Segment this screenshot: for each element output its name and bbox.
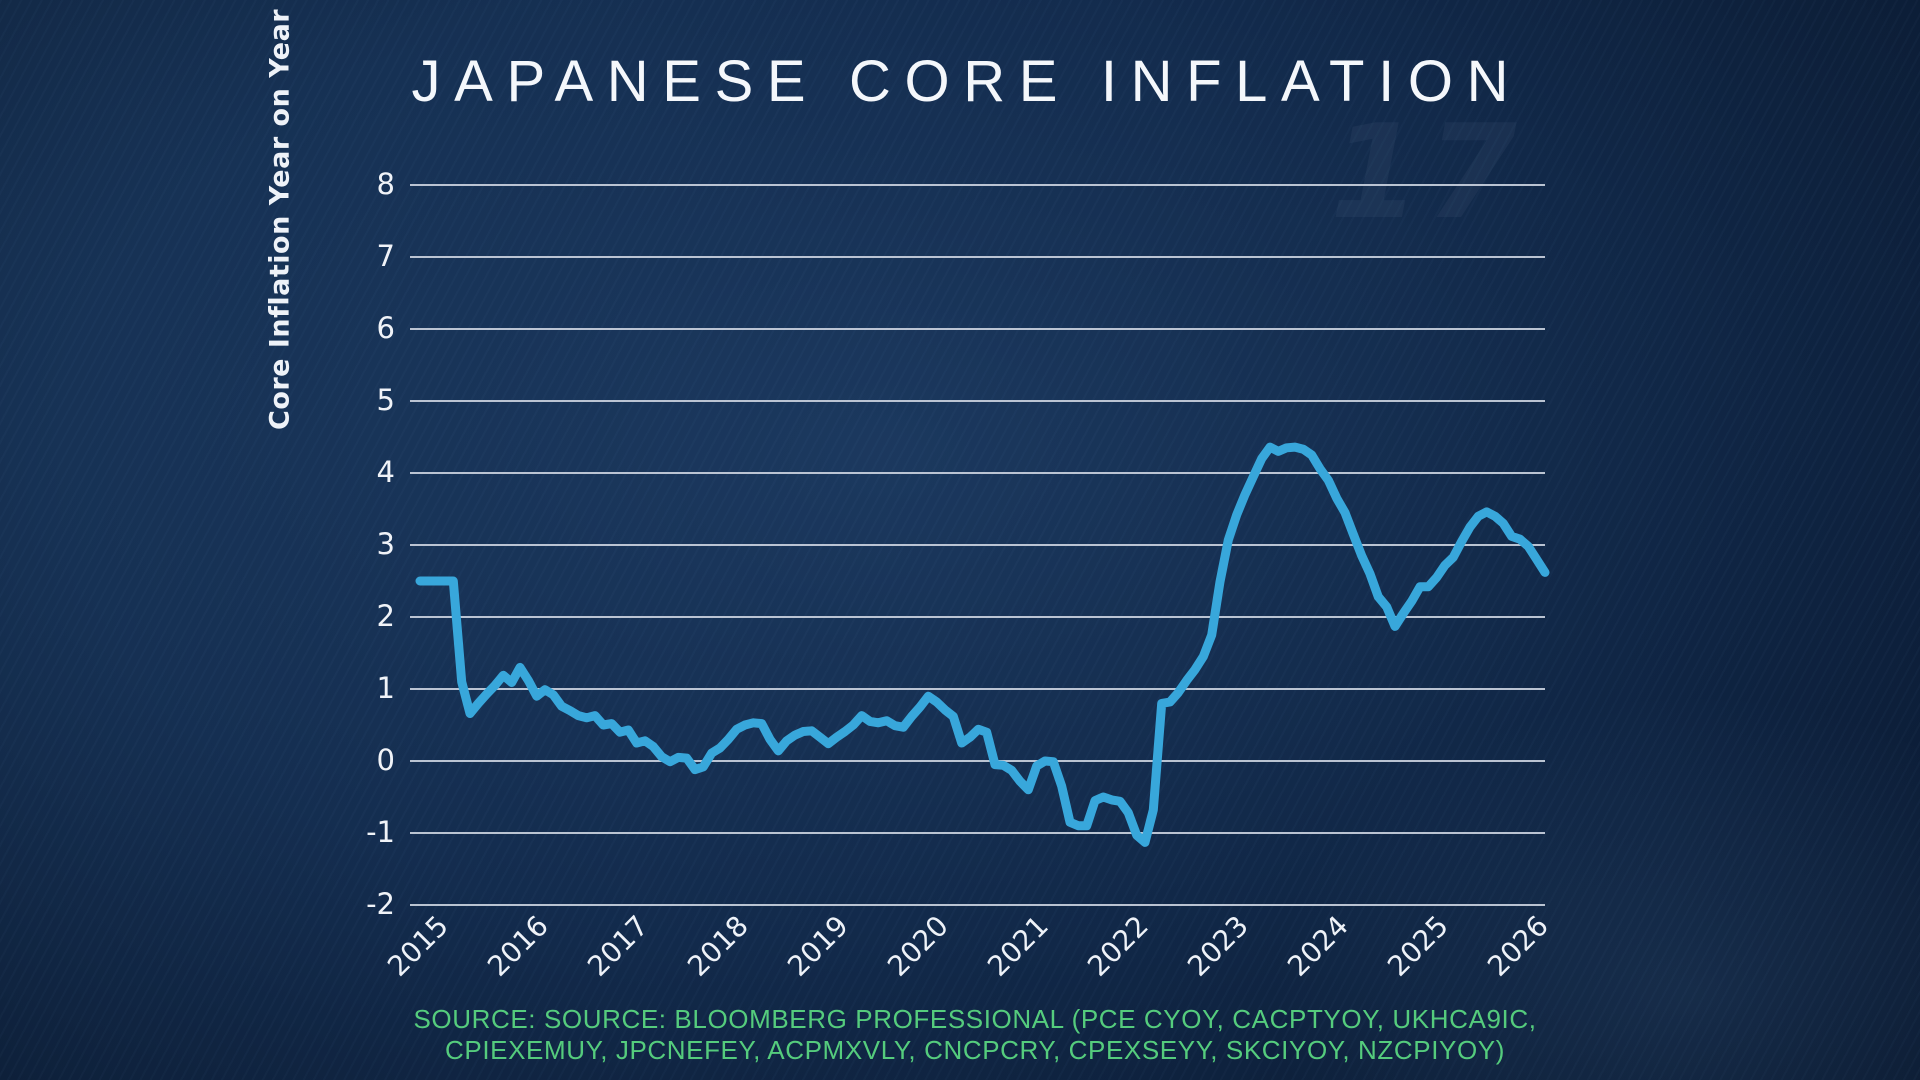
source-note: SOURCE: SOURCE: BLOOMBERG PROFESSIONAL (… (0, 1004, 1920, 1066)
source-note-line2: CPIEXEMUY, JPCNEFEY, ACPMXVLY, CNCPCRY, … (445, 1035, 1505, 1065)
source-note-line1: SOURCE: SOURCE: BLOOMBERG PROFESSIONAL (… (413, 1004, 1537, 1034)
background-watermark: 17 (1330, 96, 1523, 248)
y-tick-label: 0 (376, 743, 395, 777)
y-tick-label: 7 (376, 239, 395, 273)
gridlines-group (410, 184, 1545, 906)
y-tick-label: 4 (376, 455, 395, 489)
inflation-line-series (415, 442, 1550, 847)
y-tick-label: 5 (376, 383, 395, 417)
y-tick-label: 3 (376, 527, 395, 561)
chart-title: JAPANESE CORE INFLATION (411, 49, 1523, 114)
y-tick-label: 8 (376, 167, 395, 201)
y-tick-label: -2 (366, 887, 395, 921)
y-tick-label: 2 (376, 599, 395, 633)
y-tick-label: 1 (376, 671, 395, 705)
y-tick-label: -1 (366, 815, 395, 849)
y-tick-label: 6 (376, 311, 395, 345)
